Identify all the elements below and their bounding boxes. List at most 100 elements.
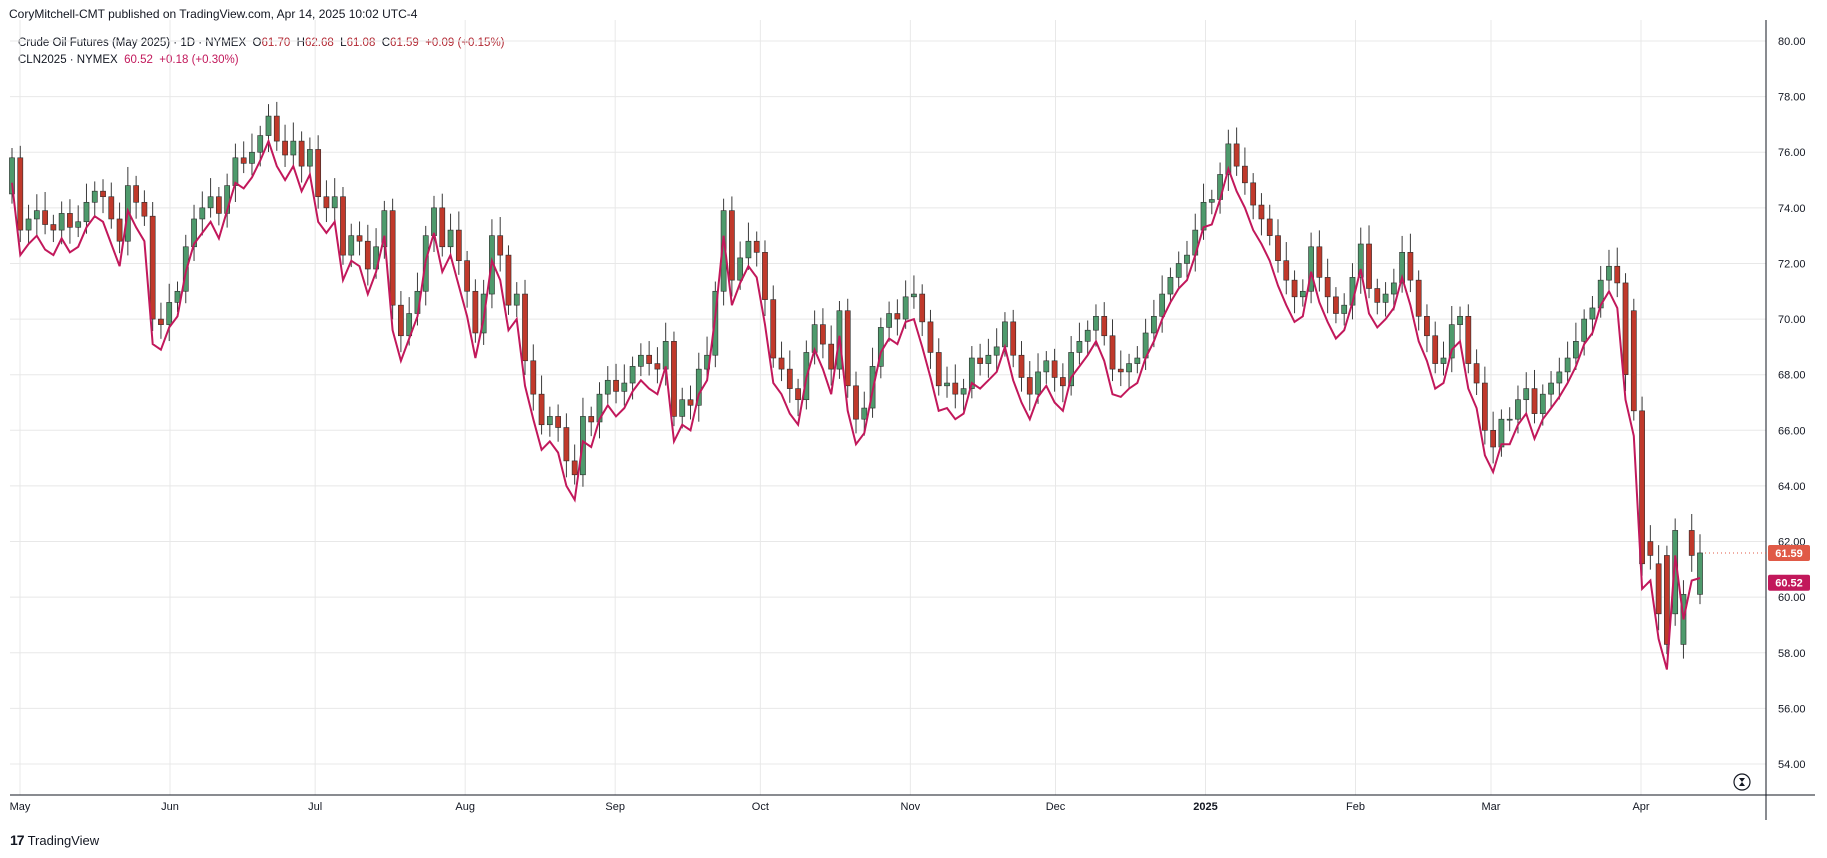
candle-body — [729, 210, 735, 281]
candle-body — [1415, 279, 1422, 317]
x-tick-label: Nov — [901, 801, 921, 813]
candle-body — [1688, 530, 1695, 556]
candle-body — [1159, 293, 1166, 317]
candle-body — [1151, 315, 1157, 334]
legend-second-last: 60.52 — [124, 54, 153, 66]
legend-second-change: +0.18 (+0.30%) — [159, 54, 239, 66]
candle-body — [786, 368, 793, 389]
candle-body — [1101, 315, 1108, 337]
candle-body — [1432, 335, 1439, 364]
candle-body — [1225, 143, 1232, 175]
candle-body — [1655, 563, 1662, 615]
chart-legend: Crude Oil Futures (May 2025) · 1D · NYME… — [18, 35, 505, 69]
candle-body — [1275, 235, 1281, 261]
candle-body — [439, 207, 446, 248]
candle-body — [1076, 341, 1083, 353]
candle-body — [1399, 252, 1405, 284]
candle-body — [1010, 321, 1017, 356]
candle-body — [629, 366, 636, 384]
candle-body — [820, 324, 826, 345]
candle-body — [348, 235, 355, 256]
candle-body — [1382, 293, 1389, 303]
candle-body — [1448, 324, 1455, 359]
candle-body — [91, 190, 98, 203]
candle-body — [298, 140, 305, 167]
candle-body — [1126, 363, 1132, 373]
candle-body — [323, 196, 330, 209]
candle-body — [42, 210, 48, 225]
candle-body — [1117, 368, 1124, 373]
candle-body — [1465, 315, 1472, 364]
candle-body — [1614, 265, 1621, 284]
candle-body — [613, 379, 619, 392]
candle-body — [1498, 418, 1505, 448]
legend-high-label: H — [296, 37, 305, 49]
candle-body — [58, 213, 65, 231]
legend-main-row: Crude Oil Futures (May 2025) · 1D · NYME… — [18, 35, 505, 52]
candle-body — [1299, 290, 1306, 298]
candle-body — [447, 229, 454, 248]
candle-body — [737, 257, 744, 281]
y-tick-label: 68.00 — [1778, 370, 1806, 382]
candle-body — [911, 293, 917, 298]
candle-body — [282, 140, 288, 156]
candle-body — [1556, 371, 1563, 384]
candle-body — [894, 313, 901, 320]
candle-body — [133, 185, 139, 203]
last-price-tag-text: 61.59 — [1775, 548, 1803, 560]
candle-body — [530, 360, 537, 395]
x-tick-label: Sep — [605, 801, 625, 813]
candle-body — [571, 460, 578, 476]
candle-body — [17, 157, 24, 231]
candle-body — [513, 293, 520, 306]
candle-body — [1606, 265, 1612, 281]
candle-body — [695, 368, 702, 406]
candle-body — [844, 310, 851, 387]
candle-body — [398, 304, 404, 337]
y-tick-label: 54.00 — [1778, 759, 1806, 771]
candle-body — [307, 149, 313, 167]
candle-body — [1184, 254, 1190, 264]
candle-body — [1664, 555, 1670, 645]
y-tick-label: 74.00 — [1778, 203, 1806, 215]
brand-label: TradingView — [27, 832, 100, 848]
candle-body — [546, 416, 553, 426]
legend-low: 61.08 — [346, 37, 376, 49]
candle-body — [1639, 410, 1645, 565]
candle-body — [646, 354, 653, 364]
candle-body — [356, 235, 363, 242]
candle-body — [935, 352, 942, 387]
candle-body — [75, 221, 82, 228]
x-tick-label: Feb — [1346, 801, 1365, 813]
candle-body — [753, 240, 760, 253]
candle-body — [505, 254, 512, 306]
candle-body — [1366, 243, 1372, 289]
candle-body — [687, 399, 694, 406]
candle-body — [340, 196, 346, 256]
candle-body — [985, 354, 992, 364]
y-tick-label: 80.00 — [1778, 36, 1806, 48]
candle-body — [795, 388, 801, 401]
candle-body — [1059, 377, 1066, 387]
publish-caption: CoryMitchell-CMT published on TradingVie… — [9, 7, 418, 21]
legend-open-label: O — [252, 37, 262, 49]
candle-body — [1581, 318, 1588, 342]
candle-body — [1333, 296, 1339, 314]
cln2025-line — [11, 138, 1701, 670]
candle-body — [927, 321, 934, 353]
candle-body — [1002, 321, 1008, 348]
y-tick-label: 66.00 — [1778, 425, 1806, 437]
candle-body — [215, 196, 222, 214]
candle-body — [431, 207, 437, 236]
y-tick-label: 70.00 — [1778, 314, 1806, 326]
candle-body — [1084, 329, 1091, 342]
clock-icon[interactable] — [1733, 773, 1751, 791]
candle-body — [100, 190, 106, 198]
candle-body — [455, 229, 462, 261]
candle-body — [886, 313, 892, 328]
candle-body — [952, 382, 959, 395]
candle-body — [1506, 418, 1513, 421]
x-tick-label: Oct — [752, 801, 769, 813]
legend-close-label: C — [381, 37, 391, 49]
